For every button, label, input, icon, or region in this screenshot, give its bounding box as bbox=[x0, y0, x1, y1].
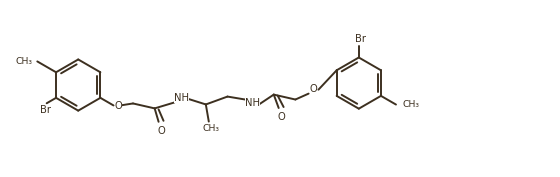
Text: O: O bbox=[278, 112, 286, 122]
Text: CH₃: CH₃ bbox=[403, 100, 420, 109]
Text: O: O bbox=[310, 84, 318, 94]
Text: NH: NH bbox=[174, 93, 189, 102]
Text: O: O bbox=[158, 126, 165, 136]
Text: CH₃: CH₃ bbox=[15, 57, 32, 66]
Text: CH₃: CH₃ bbox=[202, 124, 220, 133]
Text: O: O bbox=[115, 101, 122, 111]
Text: Br: Br bbox=[40, 105, 51, 115]
Text: NH: NH bbox=[245, 98, 260, 109]
Text: Br: Br bbox=[355, 34, 366, 44]
